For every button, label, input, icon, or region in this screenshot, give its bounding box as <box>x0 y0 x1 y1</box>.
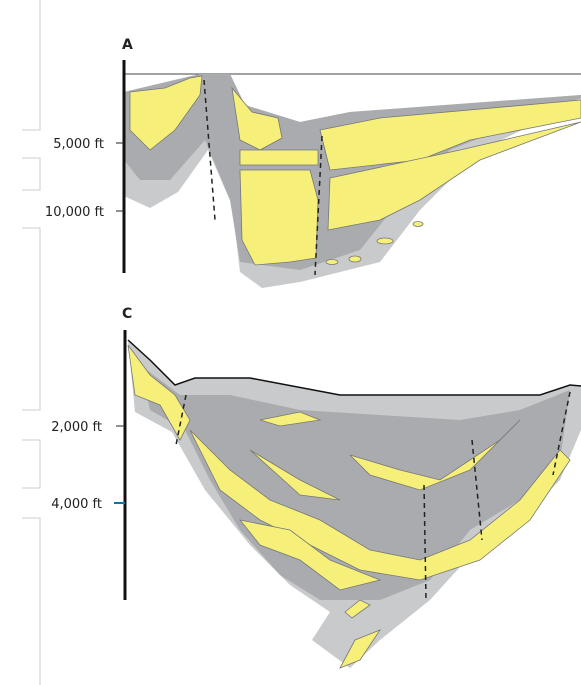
section-label: C <box>122 306 132 322</box>
depth-label: 5,000 ft <box>53 137 104 152</box>
depth-label: 2,000 ft <box>51 420 102 435</box>
section-label: A <box>122 37 133 53</box>
depth-label: 10,000 ft <box>45 205 104 220</box>
depth-label: 4,000 ft <box>51 497 102 512</box>
depth-rail <box>22 0 40 685</box>
cross-section-diagram: A 5,000 ft 10,000 ft C <box>0 0 581 685</box>
section-c-body <box>128 340 581 668</box>
section-a-body <box>124 74 581 288</box>
